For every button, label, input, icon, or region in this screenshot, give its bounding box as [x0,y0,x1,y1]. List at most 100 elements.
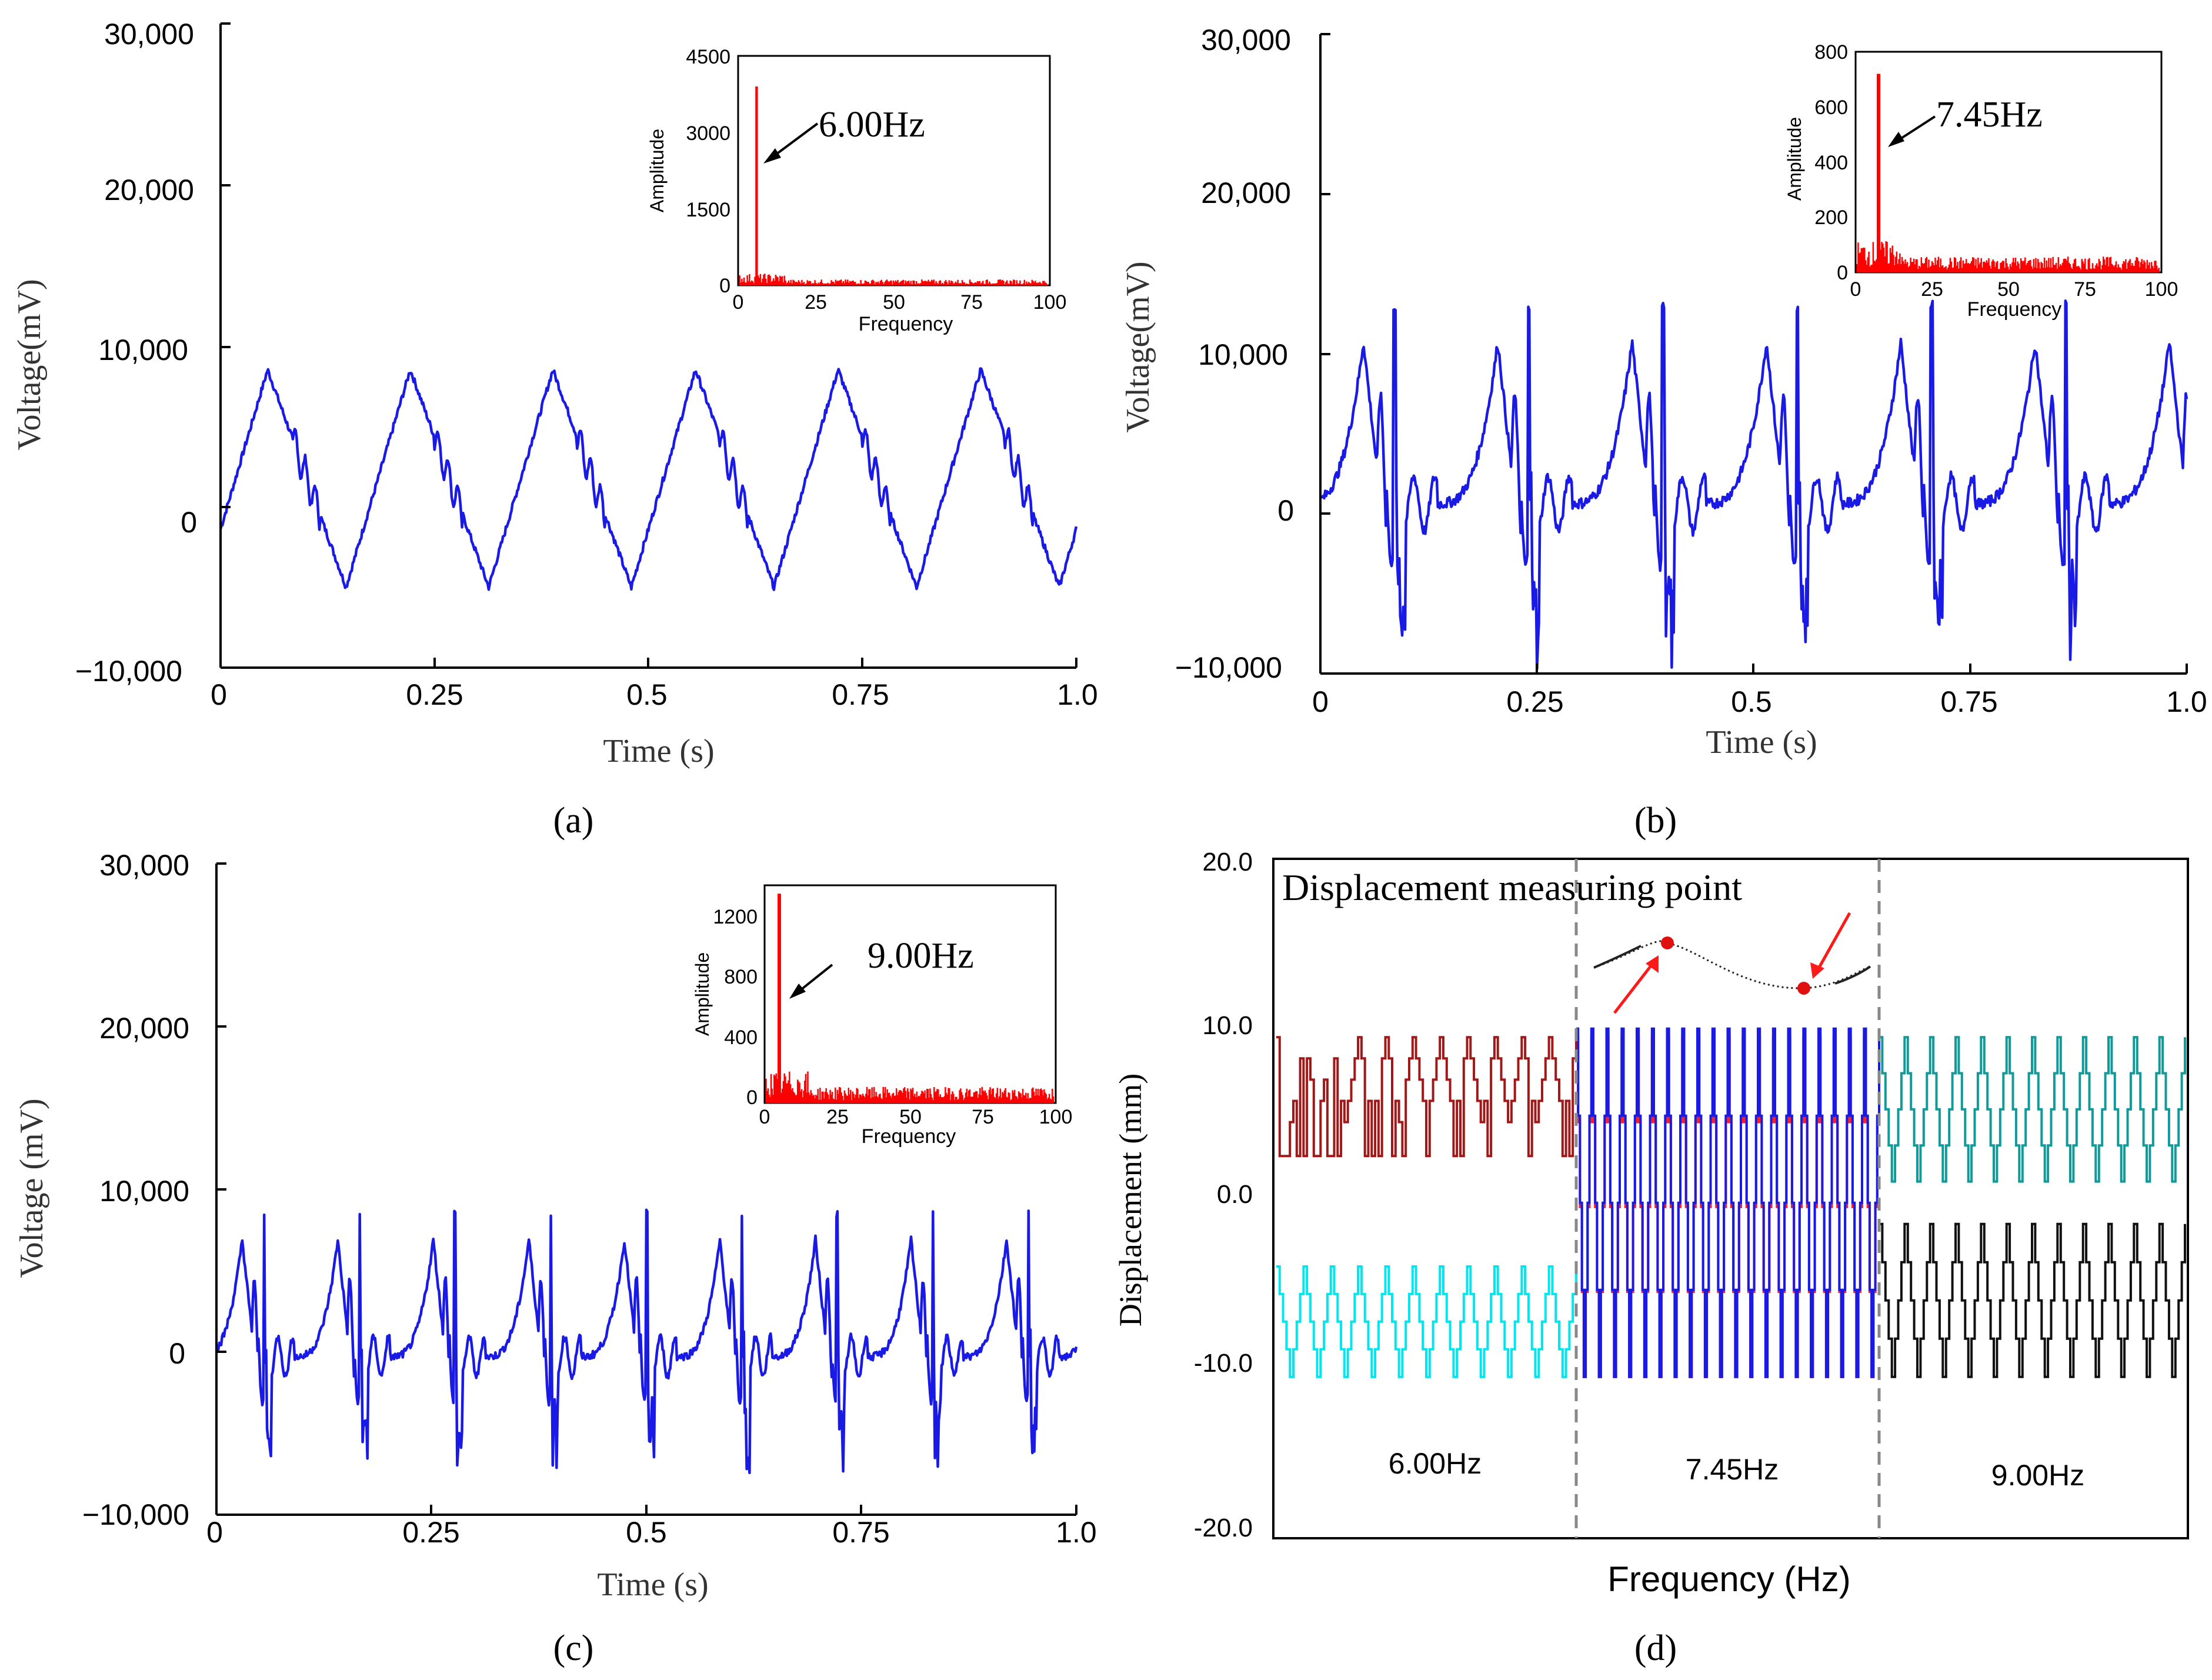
panel-b-ytick: 20,000 [1201,176,1291,209]
panel-a-inset-ylabel: Amplitude [646,129,668,212]
panel-a-inset-ytick: 4500 [686,46,730,68]
panel-d-title: Displacement measuring point [1282,866,1742,908]
panel-c-ytick: 0 [169,1337,185,1370]
panel-a-xtick: 0 [211,678,227,711]
panel-a-ytick: 10,000 [98,334,188,366]
panel-c-ylabel: Voltage (mV) [14,1098,50,1278]
panel-b-inset-xtick: 100 [2145,278,2178,301]
panel-c-inset-xtick: 25 [826,1106,849,1128]
panel-b-xtick: 0.75 [1940,685,1997,718]
panel-b-inset-xtick: 75 [2074,278,2096,301]
panel-c-xtick: 0 [206,1516,223,1549]
panel-a-inset-xtick: 50 [883,291,905,314]
panel-a-xtick: 0.5 [626,678,668,711]
vibrating-beam-curve [1593,940,1871,989]
panel-d-frame [1272,858,2189,1539]
panel-d-ylabel: Displacement (mm) [1113,1074,1148,1326]
panel-a-caption: (a) [553,801,594,841]
panel-c-caption: (c) [553,1628,594,1668]
panel-b-ytick: 30,000 [1201,24,1291,56]
panel-c-xtick: 1.0 [1056,1516,1097,1549]
panel-a-inset-xtick: 75 [960,291,983,314]
panel-a-ytick: 20,000 [104,174,194,206]
panel-c-inset-xtick: 75 [972,1106,994,1128]
panel-b-ytick: 10,000 [1198,338,1288,371]
panel-a-ytick: −10,000 [75,655,182,688]
panel-c-inset-xtick: 50 [899,1106,922,1128]
panel-b-xlabel: Time (s) [1706,724,1817,761]
panel-c-inset-ylabel: Amplitude [692,952,713,1036]
panel-d-ytick: 0.0 [1217,1180,1253,1209]
panel-a-xlabel: Time (s) [603,733,714,769]
panel-a-inset-ytick: 3000 [686,122,730,145]
panel-c-axes [215,862,1077,1516]
panel-a-spectrum [739,86,1049,285]
panel-c-inset-ytick: 1200 [713,906,758,928]
panel-a-axes [219,22,1077,669]
panel-b-annotation-arrow [1896,115,1936,142]
panel-c-spectrum [765,894,1055,1103]
panel-b-xtick: 0 [1312,685,1329,718]
panel-b-inset-ytick: 0 [1837,262,1848,284]
panel-b-inset: 800 600 400 200 0 0 25 50 75 100 Frequen… [1784,41,2178,321]
panel-d-segment-label: 7.45Hz [1686,1453,1779,1486]
panel-b-inset-xlabel: Frequency [1967,298,2062,321]
panel-d-ytick: 20.0 [1202,848,1253,876]
panel-a-inset-xlabel: Frequency [859,313,953,335]
panel-c-xtick: 0.5 [626,1516,667,1549]
panel-a-xtick: 0.25 [406,678,463,711]
panel-b-inset-xtick: 50 [1997,278,2020,301]
displacement-line-1-lower [1276,1265,1577,1378]
panel-c-xtick: 0.25 [402,1516,459,1549]
panel-d-caption: (d) [1634,1628,1677,1668]
panel-d-segment-label: 6.00Hz [1389,1447,1482,1480]
panel-b-inset-ytick: 600 [1814,96,1848,119]
panel-a-voltage-line [219,367,1078,591]
measuring-point-marker [1797,982,1810,995]
panel-d-displacement-lines [1276,1027,2186,1378]
displacement-line-2-lower [1576,1027,1880,1378]
panel-a-inset: 4500 3000 1500 0 0 25 50 75 100 Frequenc… [646,46,1066,335]
displacement-line-3-lower [1879,1222,2186,1378]
panel-d: 20.0 10.0 0.0 -10.0 -20.0 Displacement m… [1113,848,2189,1668]
panel-b-inset-ytick: 800 [1814,41,1848,64]
panel-a-xtick: 1.0 [1057,678,1098,711]
measuring-point-arrow [1613,962,1654,1014]
panel-a-inset-ytick: 1500 [686,199,730,221]
panel-a-ytick: 30,000 [104,18,194,51]
panel-a-annotation-arrow [770,122,819,159]
panel-a-ytick: 0 [181,506,197,539]
panel-b-axes [1319,33,2188,675]
panel-c-ytick: 20,000 [99,1012,189,1045]
panel-d-ytick: 10.0 [1202,1011,1253,1040]
panel-c-inset-ytick: 400 [724,1026,758,1049]
panel-c-ytick: −10,000 [82,1498,189,1531]
panel-d-segment-label: 9.00Hz [1991,1459,2084,1492]
panel-d-ytick: -10.0 [1194,1349,1253,1378]
panel-b: 30,000 20,000 10,000 0 −10,000 0 0.25 0.… [1120,24,2207,841]
panel-a-ylabel: Voltage(mV) [11,279,48,450]
measuring-point-marker [1661,936,1674,949]
panel-a-inset-ytick: 0 [719,275,730,297]
panel-a-inset-xtick: 0 [733,291,744,314]
panel-c-inset-xtick: 100 [1039,1106,1073,1128]
displacement-line-1-upper [1276,1036,1577,1158]
panel-a-xtick: 0.75 [832,678,889,711]
panel-b-xtick: 0.25 [1506,685,1563,718]
panel-c-annotation: 9.00Hz [868,936,974,976]
panel-d-xlabel: Frequency (Hz) [1607,1559,1850,1599]
panel-b-inset-ytick: 200 [1814,206,1848,229]
panel-c-inset-ytick: 800 [724,966,758,988]
panel-c-voltage-line [215,1208,1078,1475]
panel-c-xlabel: Time (s) [597,1566,708,1603]
displacement-line-3-upper [1879,1036,2186,1183]
panel-b-ylabel: Voltage(mV) [1120,261,1156,432]
panel-b-voltage-line [1319,299,2188,671]
panel-b-annotation: 7.45Hz [1936,95,2043,135]
panel-c-xtick: 0.75 [832,1516,889,1549]
panel-c: 30,000 20,000 10,000 0 −10,000 0 0.25 0.… [14,849,1097,1668]
panel-c-inset-ytick: 0 [746,1086,758,1109]
panel-a-inset-xtick: 100 [1033,291,1067,314]
panel-b-ytick: −10,000 [1175,651,1282,684]
